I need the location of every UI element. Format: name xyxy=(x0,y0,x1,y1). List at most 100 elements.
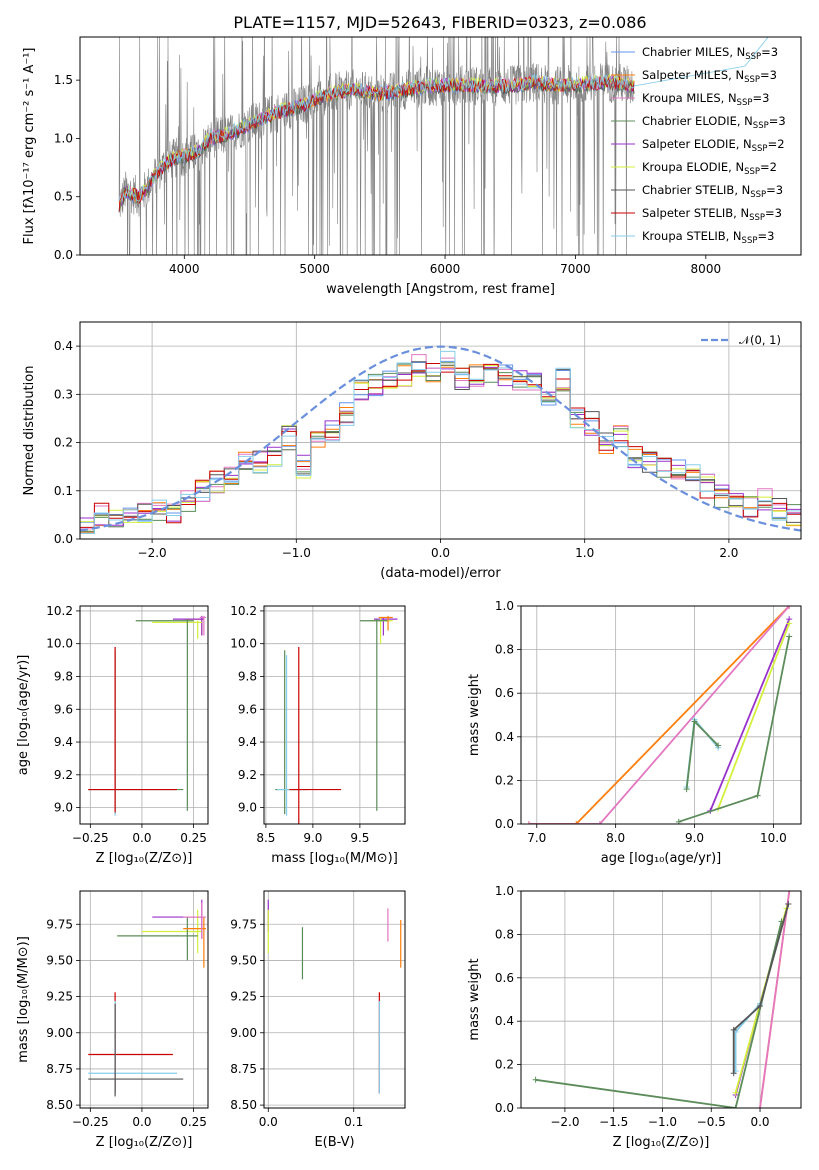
x-tick-label: −2.0 xyxy=(550,1115,579,1129)
axes-frame xyxy=(263,890,406,1109)
x-axis-label: (data-model)/error xyxy=(380,566,501,581)
legend-label-sub: SSP xyxy=(744,75,760,85)
plot-area xyxy=(118,37,769,255)
legend-label-5: Kroupa ELODIE, NSSP=2 xyxy=(642,160,777,177)
legend-label-main: Salpeter ELODIE, N xyxy=(642,137,752,151)
axes-frame xyxy=(520,890,802,1109)
y-tick-label: 1.0 xyxy=(495,599,514,613)
legend-label-8: Kroupa STELIB, NSSP=3 xyxy=(642,229,774,246)
x-tick-label: 0.0 xyxy=(132,831,151,845)
y-tick-label: 10.2 xyxy=(46,604,73,618)
y-tick-label: 0.4 xyxy=(495,730,514,744)
plot-area xyxy=(264,606,405,824)
y-tick-label: 0.2 xyxy=(495,1058,514,1072)
y-tick-label: 8.75 xyxy=(230,1062,257,1076)
y-tick-label: 1.5 xyxy=(54,73,73,87)
y-axis-label: Flux [fλ10⁻¹⁷ erg cm⁻² s⁻¹ A⁻¹] xyxy=(22,48,37,245)
y-tick-label: 1.0 xyxy=(495,884,514,898)
y-axis-label: mass weight xyxy=(467,958,482,1040)
plot-area xyxy=(521,606,801,824)
weight-marker xyxy=(786,620,793,627)
weight-line-6 xyxy=(732,903,790,1074)
y-tick-label: 8.75 xyxy=(46,1062,73,1076)
legend-label-sub: SSP xyxy=(753,121,769,131)
legend-label-sub: SSP xyxy=(737,98,753,108)
weight-marker xyxy=(573,821,580,824)
legend-label-0: Chabrier MILES, NSSP=3 xyxy=(642,45,778,62)
legend-label-main: Kroupa ELODIE, N xyxy=(642,160,744,174)
x-tick-label: 1.0 xyxy=(575,546,594,560)
legend-label-tail: =3 xyxy=(765,206,782,220)
x-tick-label: −0.25 xyxy=(72,831,109,845)
x-tick-label: −0.25 xyxy=(72,1115,109,1129)
y-axis-label: Normed distribution xyxy=(22,366,37,496)
x-tick-label: −0.5 xyxy=(697,1115,726,1129)
weight-marker xyxy=(715,742,722,749)
x-axis-label: age [log₁₀(age/yr)] xyxy=(601,851,722,866)
plot-area xyxy=(80,891,208,1108)
y-tick-label: 9.2 xyxy=(238,768,257,782)
axes-frame xyxy=(263,605,406,825)
y-tick-label: 9.50 xyxy=(46,953,73,967)
legend-label-sub: SSP xyxy=(752,144,768,154)
panels: 4000 5000 6000 7000 8000 0.0 0.5 1.0 1.5 waveleng… xyxy=(16,36,802,1150)
legend-label-tail: =2 xyxy=(760,160,777,174)
weight-marker xyxy=(525,821,532,824)
axes-frame xyxy=(79,321,802,540)
x-axis-label: Z [log₁₀(Z/Z⊙)] xyxy=(96,851,193,866)
legend-label-main: Chabrier ELODIE, N xyxy=(642,114,753,128)
legend-label-tail: =3 xyxy=(757,229,774,243)
x-tick-label: 0.25 xyxy=(180,1115,207,1129)
x-tick-label: 0.0 xyxy=(132,1115,151,1129)
legend-label-sub: SSP xyxy=(749,213,765,223)
panel-mass-weight-vs-metallicity: −2.0 −1.5 −1.0 −0.5 0.0 0.0 0.2 0.4 0.6 0.8 1.0 Z [… xyxy=(467,884,802,1150)
y-tick-label: 10.0 xyxy=(230,637,257,651)
legend-label-main: Kroupa STELIB, N xyxy=(642,229,742,243)
plot-area xyxy=(264,891,405,1108)
x-tick-label: 7.0 xyxy=(527,831,546,845)
normal-curve xyxy=(80,345,801,532)
x-axis-label: wavelength [Angstrom, rest frame] xyxy=(326,282,555,297)
weight-marker xyxy=(785,901,792,908)
y-tick-label: 9.25 xyxy=(230,990,257,1004)
legend-label-tail: =3 xyxy=(752,91,769,105)
y-tick-label: 9.6 xyxy=(54,702,73,716)
y-tick-label: 0.8 xyxy=(495,643,514,657)
y-tick-label: 9.75 xyxy=(230,917,257,931)
weight-line-1 xyxy=(528,606,790,824)
y-tick-label: 0.0 xyxy=(495,1101,514,1115)
x-tick-label: 0.0 xyxy=(750,1115,769,1129)
panel-mass-vs-ebv: 0.0 0.1 8.50 8.75 9.00 9.25 9.50 9.75 E(B-V) xyxy=(230,890,406,1150)
model-spectrum-8 xyxy=(118,73,635,203)
x-tick-label: 0.0 xyxy=(259,1115,278,1129)
weight-marker xyxy=(732,1105,739,1108)
y-tick-label: 9.2 xyxy=(54,768,73,782)
y-tick-label: 0.6 xyxy=(495,971,514,985)
y-tick-label: 8.50 xyxy=(230,1098,257,1112)
legend-label-sub: SSP xyxy=(742,236,758,246)
panel-age-vs-mass: 8.5 9.0 9.5 9.0 9.2 9.4 9.6 9.8 10.0 10.2 mass [lo… xyxy=(230,604,406,866)
y-tick-label: 0.3 xyxy=(54,387,73,401)
legend-label-main: Chabrier MILES, N xyxy=(642,45,745,59)
legend-label-main: Chabrier STELIB, N xyxy=(642,183,750,197)
legend-label-7: Salpeter STELIB, NSSP=3 xyxy=(642,206,782,223)
y-tick-label: 0.0 xyxy=(54,248,73,262)
weight-marker xyxy=(757,1105,764,1108)
legend-label-4: Salpeter ELODIE, NSSP=2 xyxy=(642,137,785,154)
y-tick-label: 0.1 xyxy=(54,484,73,498)
y-tick-label: 0.8 xyxy=(495,927,514,941)
legend-label-tail: =3 xyxy=(761,45,778,59)
weight-marker xyxy=(596,821,603,824)
legend-label-3: Chabrier ELODIE, NSSP=3 xyxy=(642,114,786,131)
y-tick-label: 0.4 xyxy=(495,1014,514,1028)
y-tick-label: 10.0 xyxy=(46,637,73,651)
legend-label-main: Kroupa MILES, N xyxy=(642,91,737,105)
y-tick-label: 0.6 xyxy=(495,686,514,700)
panel-age-vs-metallicity: −0.25 0.0 0.25 9.0 9.2 9.4 9.6 9.8 10.0 10.2 Z [lo… xyxy=(16,604,209,866)
histogram-8 xyxy=(80,350,801,534)
x-tick-label: −1.5 xyxy=(599,1115,628,1129)
legend-label-tail: =3 xyxy=(769,114,786,128)
legend-label-tail: =2 xyxy=(768,137,785,151)
y-tick-label: 9.8 xyxy=(54,669,73,683)
x-tick-label: 8.5 xyxy=(256,831,275,845)
